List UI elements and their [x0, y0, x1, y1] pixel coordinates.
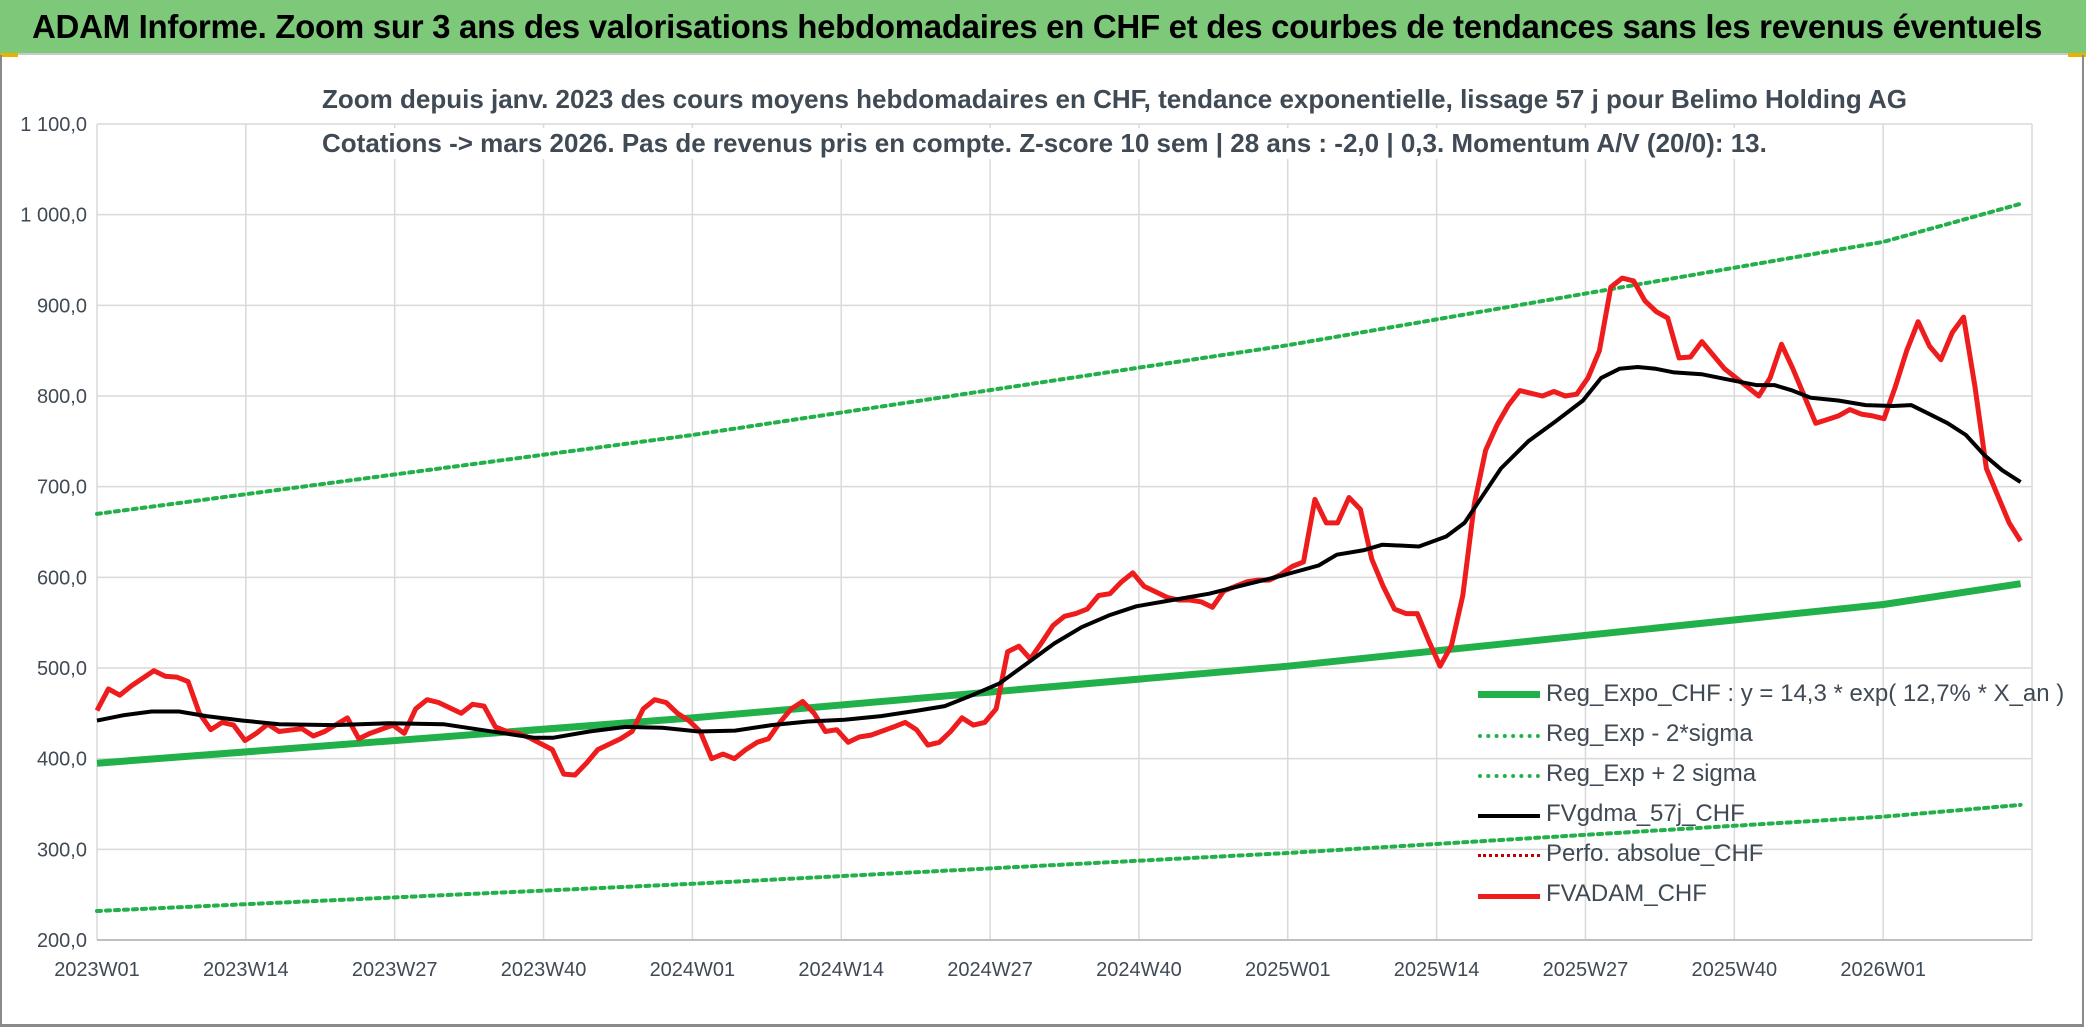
y-tick-label: 200,0 — [37, 930, 87, 952]
legend-label-reg-expo: Reg_Expo_CHF : y = 14,3 * exp( 12,7% * X… — [1546, 680, 2065, 707]
x-tick-label: 2025W40 — [1691, 959, 1777, 981]
x-axis-tick-labels: 2023W01 2023W14 2023W27 2023W40 2024W01 2024W… — [54, 959, 1926, 981]
legend-item-perfo: Perfo. absolue_CHF — [1474, 840, 2034, 870]
x-tick-label: 2024W27 — [947, 959, 1033, 981]
legend-item-reg-minus: Reg_Exp - 2*sigma — [1474, 720, 2034, 750]
x-tick-label: 2025W14 — [1394, 959, 1480, 981]
legend-label-fvadam: FVADAM_CHF — [1546, 880, 1707, 907]
series-reg-minus-2sigma — [95, 802, 2023, 913]
legend-item-fvadam: FVADAM_CHF — [1474, 880, 2034, 910]
legend-swatch-reg-expo — [1478, 691, 1540, 698]
legend-item-reg-plus: Reg_Exp + 2 sigma — [1474, 760, 2034, 790]
y-tick-label: 400,0 — [37, 749, 87, 771]
x-tick-label: 2024W01 — [650, 959, 736, 981]
x-tick-label: 2023W01 — [54, 959, 140, 981]
legend-label-reg-minus: Reg_Exp - 2*sigma — [1546, 720, 1753, 747]
y-tick-label: 800,0 — [37, 386, 87, 408]
legend-item-reg-expo: Reg_Expo_CHF : y = 14,3 * exp( 12,7% * X… — [1474, 680, 2064, 710]
y-tick-label: 600,0 — [37, 567, 87, 589]
y-tick-label: 900,0 — [37, 295, 87, 317]
chart-frame — [0, 55, 2084, 1027]
legend-item-fvgdma: FVgdma_57j_CHF — [1474, 800, 2034, 830]
x-tick-label: 2024W40 — [1096, 959, 1182, 981]
chart-grid — [96, 123, 2033, 941]
chart-title-line-1: Zoom depuis janv. 2023 des cours moyens … — [322, 84, 1907, 115]
legend-swatch-reg-minus — [1478, 734, 1540, 738]
x-tick-label: 2026W01 — [1840, 959, 1926, 981]
series-fvgdma — [96, 365, 2022, 740]
x-tick-label: 2024W14 — [798, 959, 884, 981]
legend-label-reg-plus: Reg_Exp + 2 sigma — [1546, 760, 1757, 787]
chart-title-line-2: Cotations -> mars 2026. Pas de revenus p… — [322, 128, 1767, 159]
legend-swatch-fvadam — [1478, 894, 1540, 899]
banner-corner-left — [0, 53, 18, 57]
legend-label-fvgdma: FVgdma_57j_CHF — [1546, 800, 1745, 827]
y-tick-label: 500,0 — [37, 658, 87, 680]
banner-corner-right — [2068, 53, 2086, 57]
legend-swatch-perfo — [1478, 854, 1540, 857]
series-reg-plus-2sigma — [95, 201, 2023, 516]
y-tick-label: 700,0 — [37, 477, 87, 499]
x-tick-label: 2023W40 — [501, 959, 587, 981]
legend-label-perfo: Perfo. absolue_CHF — [1546, 840, 1764, 867]
report-banner: ADAM Informe. Zoom sur 3 ans des valoris… — [0, 0, 2086, 55]
x-tick-label: 2025W01 — [1245, 959, 1331, 981]
y-axis-tick-labels: 200,0 300,0 400,0 500,0 600,0 700,0 800,0 900,0… — [20, 114, 87, 952]
x-tick-label: 2023W27 — [352, 959, 438, 981]
legend-swatch-fvgdma — [1478, 814, 1540, 818]
series-fvadam — [94, 275, 2023, 778]
x-tick-label: 2023W14 — [203, 959, 289, 981]
report-title: ADAM Informe. Zoom sur 3 ans des valoris… — [32, 8, 2043, 45]
y-tick-label: 1 100,0 — [20, 114, 87, 136]
legend-swatch-reg-plus — [1478, 774, 1540, 778]
x-tick-label: 2025W27 — [1543, 959, 1629, 981]
y-tick-label: 1 000,0 — [20, 205, 87, 227]
y-tick-label: 300,0 — [37, 839, 87, 861]
chart-series — [94, 201, 2023, 913]
